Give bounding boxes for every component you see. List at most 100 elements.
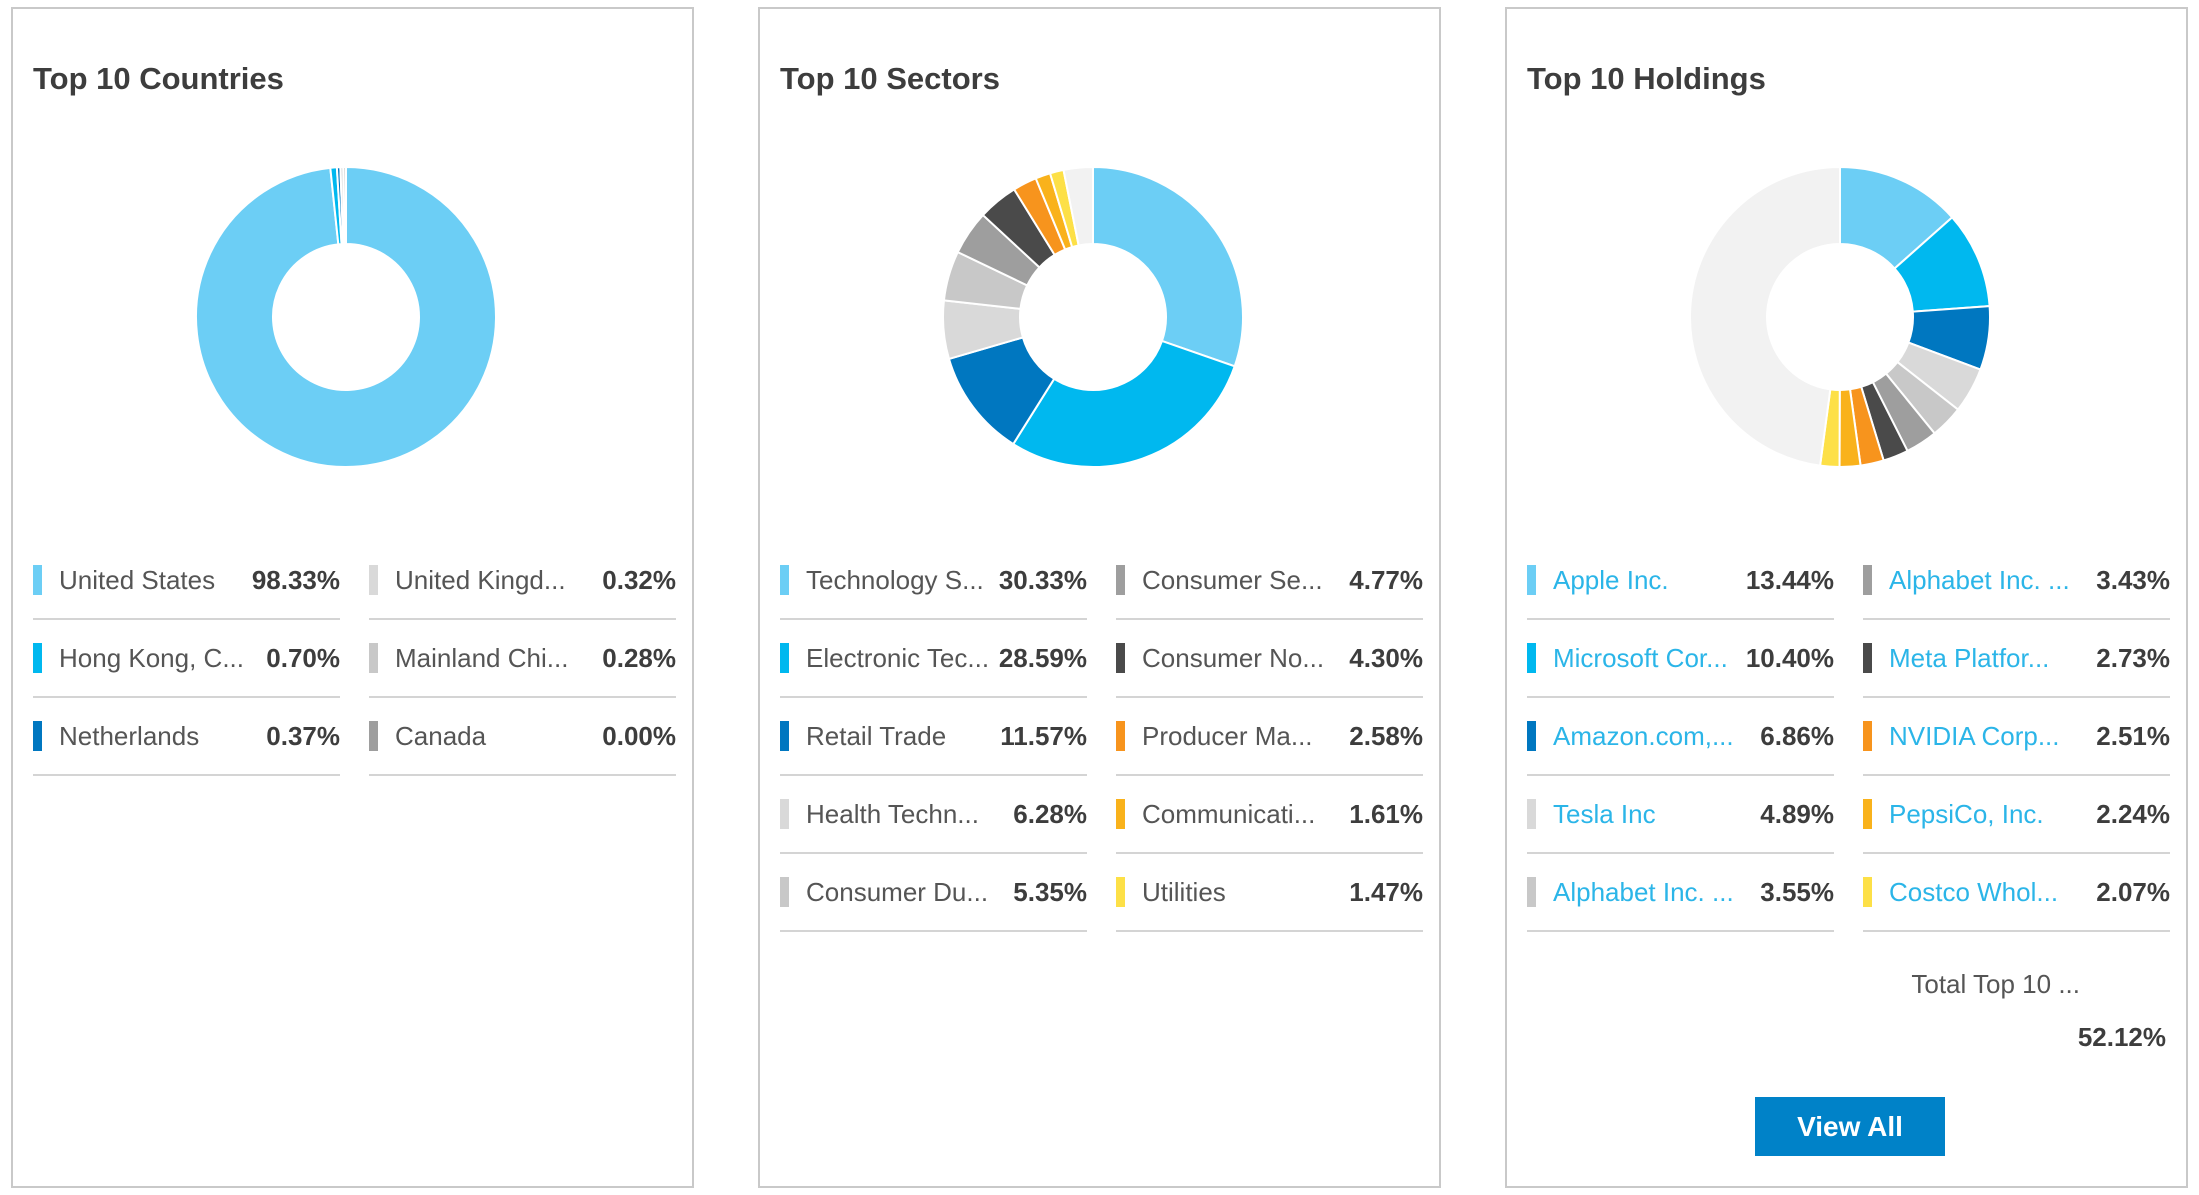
total-top-10-value: 52.12%	[2077, 1022, 2166, 1052]
legend-item: Retail Trade 11.57%	[780, 698, 1087, 776]
holding-link[interactable]: NVIDIA Corp...	[1889, 720, 2060, 751]
legend-value: 1.47%	[1349, 876, 1423, 907]
legend-label: Utilities	[1142, 876, 1226, 907]
legend-swatch	[33, 643, 42, 673]
card-title: Top 10 Countries	[33, 61, 284, 96]
legend-swatch	[369, 565, 378, 595]
legend-swatch	[1116, 721, 1125, 751]
holdings-legend: Apple Inc. 13.44% Alphabet Inc. ... 3.43% Mi…	[1527, 542, 2171, 932]
countries-donut-chart	[196, 167, 496, 467]
holding-link[interactable]: Amazon.com,...	[1553, 720, 1734, 751]
legend-item: United Kingd... 0.32%	[369, 542, 676, 620]
legend-label: Retail Trade	[806, 720, 947, 751]
legend-value: 98.33%	[251, 564, 340, 595]
sectors-donut-chart	[943, 167, 1243, 467]
total-top-10-label: Total Top 10 ...	[1911, 969, 2080, 999]
legend-item[interactable]: Apple Inc. 13.44%	[1527, 542, 1834, 620]
donut-slice	[1092, 167, 1243, 368]
holding-link[interactable]: Meta Platfor...	[1889, 642, 2050, 673]
legend-label: Health Techn...	[806, 798, 979, 829]
holding-link[interactable]: PepsiCo, Inc.	[1889, 798, 2044, 829]
legend-value: 6.86%	[1760, 720, 1834, 751]
legend-value: 4.89%	[1760, 798, 1834, 829]
donut-slice-remainder	[1062, 167, 1094, 247]
legend-item[interactable]: Alphabet Inc. ... 3.43%	[1863, 542, 2170, 620]
legend-swatch	[1863, 877, 1872, 907]
legend-item: United States 98.33%	[33, 542, 340, 620]
legend-value: 2.07%	[2096, 876, 2170, 907]
legend-item: Health Techn... 6.28%	[780, 776, 1087, 854]
sectors-legend: Technology S... 30.33% Consumer Se... 4.77%…	[780, 542, 1424, 932]
legend-swatch	[33, 721, 42, 751]
legend-label: Hong Kong, C...	[59, 642, 244, 673]
legend-item: Technology S... 30.33%	[780, 542, 1087, 620]
legend-value: 13.44%	[1745, 564, 1834, 595]
legend-item: Producer Ma... 2.58%	[1116, 698, 1423, 776]
holding-link[interactable]: Costco Whol...	[1889, 876, 2059, 907]
legend-swatch	[1527, 799, 1536, 829]
legend-value: 0.00%	[602, 720, 676, 751]
legend-item[interactable]: Meta Platfor... 2.73%	[1863, 620, 2170, 698]
card-title: Top 10 Sectors	[780, 61, 1000, 96]
holding-link[interactable]: Microsoft Cor...	[1553, 642, 1728, 673]
legend-label: Canada	[395, 720, 487, 751]
legend-label: Producer Ma...	[1142, 720, 1313, 751]
card-title: Top 10 Holdings	[1527, 61, 1766, 96]
legend-item: Netherlands 0.37%	[33, 698, 340, 776]
legend-swatch	[780, 799, 789, 829]
legend-label: Communicati...	[1142, 798, 1316, 829]
legend-label: Mainland Chi...	[395, 642, 569, 673]
legend-swatch	[1863, 721, 1872, 751]
legend-value: 4.77%	[1349, 564, 1423, 595]
legend-item: Hong Kong, C... 0.70%	[33, 620, 340, 698]
legend-value: 0.70%	[266, 642, 340, 673]
legend-value: 0.37%	[266, 720, 340, 751]
legend-item: Utilities 1.47%	[1116, 854, 1423, 932]
legend-swatch	[369, 643, 378, 673]
legend-swatch	[780, 877, 789, 907]
legend-label: United States	[59, 564, 216, 595]
legend-item[interactable]: Amazon.com,... 6.86%	[1527, 698, 1834, 776]
legend-item[interactable]: Tesla Inc 4.89%	[1527, 776, 1834, 854]
holding-link[interactable]: Tesla Inc	[1553, 798, 1656, 829]
holdings-donut-chart	[1690, 167, 1990, 467]
legend-swatch	[1527, 721, 1536, 751]
legend-item: Electronic Tec... 28.59%	[780, 620, 1087, 698]
holding-link[interactable]: Alphabet Inc. ...	[1889, 564, 2070, 595]
donut-slice-remainder	[1690, 167, 1841, 467]
legend-swatch	[780, 565, 789, 595]
legend-value: 28.59%	[998, 642, 1087, 673]
legend-swatch	[1116, 643, 1125, 673]
donut-slice	[342, 167, 347, 246]
legend-swatch	[1116, 799, 1125, 829]
legend-swatch	[1527, 877, 1536, 907]
legend-item[interactable]: Alphabet Inc. ... 3.55%	[1527, 854, 1834, 932]
legend-value: 10.40%	[1745, 642, 1834, 673]
view-all-button[interactable]: View All	[1755, 1097, 1945, 1156]
legend-value: 3.43%	[2096, 564, 2170, 595]
legend-value: 2.58%	[1349, 720, 1423, 751]
legend-label: Netherlands	[59, 720, 200, 751]
legend-swatch	[33, 565, 42, 595]
legend-swatch	[1116, 565, 1125, 595]
legend-item: Consumer No... 4.30%	[1116, 620, 1423, 698]
donut-slice	[196, 167, 496, 467]
legend-value: 4.30%	[1349, 642, 1423, 673]
legend-item[interactable]: Costco Whol... 2.07%	[1863, 854, 2170, 932]
legend-item: Communicati... 1.61%	[1116, 776, 1423, 854]
legend-swatch	[1527, 643, 1536, 673]
legend-item[interactable]: Microsoft Cor... 10.40%	[1527, 620, 1834, 698]
legend-item: Canada 0.00%	[369, 698, 676, 776]
legend-value: 0.32%	[602, 564, 676, 595]
legend-value: 2.51%	[2096, 720, 2170, 751]
legend-swatch	[369, 721, 378, 751]
holding-link[interactable]: Alphabet Inc. ...	[1553, 876, 1734, 907]
holding-link[interactable]: Apple Inc.	[1553, 564, 1669, 595]
legend-item[interactable]: PepsiCo, Inc. 2.24%	[1863, 776, 2170, 854]
legend-item[interactable]: NVIDIA Corp... 2.51%	[1863, 698, 2170, 776]
legend-label: Consumer Du...	[806, 876, 989, 907]
legend-swatch	[1863, 565, 1872, 595]
legend-swatch	[1863, 799, 1872, 829]
legend-label: Consumer No...	[1142, 642, 1325, 673]
legend-label: Electronic Tec...	[806, 642, 990, 673]
